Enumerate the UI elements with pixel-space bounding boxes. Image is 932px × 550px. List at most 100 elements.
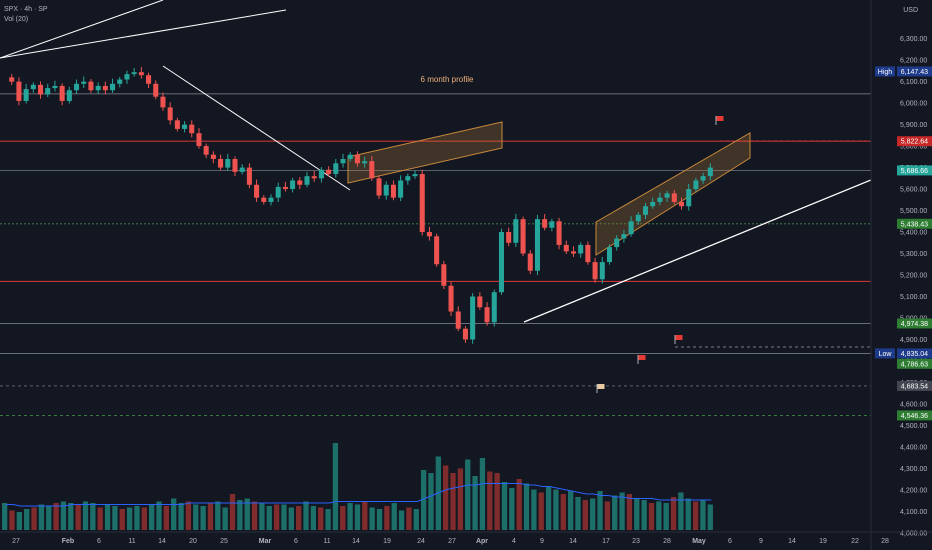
candle-body: [210, 154, 216, 159]
time-tick-label: 9: [759, 538, 763, 545]
volume-bar: [692, 501, 699, 530]
candle-body: [45, 88, 51, 95]
time-tick-label: 11: [323, 538, 330, 545]
volume-bar: [648, 503, 655, 530]
candle-body: [354, 154, 360, 164]
trendline-down: [162, 65, 351, 191]
volume-bar: [193, 504, 199, 530]
candle-body: [275, 186, 281, 198]
flag-marker[interactable]: [638, 355, 646, 360]
candle-body: [426, 232, 432, 237]
volume-bar: [626, 494, 633, 530]
candle-body: [297, 180, 303, 185]
price-tick-label: 4,300.00: [900, 466, 927, 473]
candle-body: [239, 167, 245, 172]
candle-body: [268, 197, 274, 202]
candle-body: [448, 285, 454, 312]
time-tick-label: 4: [512, 538, 516, 545]
candle-body: [405, 176, 411, 181]
price-tag-box: [875, 348, 895, 359]
candle-body: [376, 178, 382, 196]
flag-marker[interactable]: [716, 116, 724, 121]
price-tick-label: 4,600.00: [900, 401, 927, 408]
flag-marker[interactable]: [675, 335, 683, 340]
volume-bar: [46, 506, 52, 530]
candle-body: [484, 307, 490, 323]
volume-bar: [156, 501, 162, 530]
time-tick-label: 24: [417, 538, 425, 545]
volume-ma-line: [5, 483, 712, 507]
volume-bar: [398, 510, 405, 530]
candle-body: [362, 161, 368, 164]
candle-body: [347, 154, 353, 159]
time-tick-label: 25: [220, 538, 228, 545]
volume-bar: [82, 501, 89, 530]
volume-bar: [457, 468, 464, 530]
candle-body: [657, 197, 663, 202]
price-label: 4,835.04: [901, 351, 928, 358]
volume-bar: [273, 504, 280, 530]
volume-bar: [707, 504, 713, 530]
price-tick-label: 4,500.00: [900, 423, 927, 430]
volume-bar: [472, 476, 478, 530]
trendline-upper-2: [0, 9, 287, 59]
candle-body: [261, 197, 267, 202]
price-label: 5,822.64: [901, 139, 928, 146]
volume-bar: [656, 501, 662, 530]
volume-bar: [332, 443, 339, 530]
candle-body: [419, 174, 425, 233]
time-tick-label: 22: [851, 538, 859, 545]
candle-body: [196, 133, 202, 147]
candle-body: [38, 84, 44, 95]
volume-bar: [244, 498, 250, 530]
candle-body: [232, 158, 238, 172]
price-label-box: [897, 136, 932, 147]
price-tick-label: 5,300.00: [900, 251, 927, 258]
candle-body: [160, 96, 166, 108]
volume-bar: [68, 503, 74, 530]
volume-bar: [700, 500, 706, 530]
price-tick-label: 5,400.00: [900, 230, 927, 237]
volume-bar: [516, 479, 522, 530]
volume-bar: [90, 503, 96, 530]
volume-bar: [112, 506, 118, 530]
price-tick-label: 4,900.00: [900, 337, 927, 344]
price-label-box: [897, 66, 932, 77]
candle-body: [369, 161, 375, 179]
candle-body: [599, 262, 605, 280]
candle-body: [498, 232, 504, 293]
price-tick-label: 6,000.00: [900, 101, 927, 108]
price-label: 6,147.43: [901, 69, 928, 76]
volume-bar: [406, 507, 412, 530]
candle-body: [88, 81, 94, 91]
price-label: 4,974.38: [901, 321, 928, 328]
volume-bar: [663, 503, 669, 530]
volume-bar: [126, 507, 133, 530]
time-tick-label: 6: [728, 538, 732, 545]
candle-body: [290, 180, 296, 190]
volume-bar: [641, 500, 647, 530]
time-tick-label: May: [692, 538, 706, 545]
candle-body: [146, 75, 152, 84]
candle-body: [225, 158, 231, 168]
candle-body: [138, 72, 144, 76]
volume-bar: [200, 506, 206, 530]
flag-marker[interactable]: [597, 384, 605, 389]
time-tick-label: 14: [788, 538, 796, 545]
price-tick-label: 5,200.00: [900, 273, 927, 280]
price-label-box: [897, 218, 932, 229]
time-tick-label: 19: [819, 538, 827, 545]
time-tick-label: 14: [158, 538, 166, 545]
candle-body: [470, 296, 476, 340]
candle-body: [707, 167, 713, 177]
time-tick-label: 17: [602, 538, 610, 545]
volume-bar: [634, 498, 640, 530]
time-tick-label: 6: [294, 538, 298, 545]
trendline-support: [523, 170, 894, 323]
candle-body: [621, 234, 627, 239]
volume-bar: [266, 506, 272, 530]
volume-bar: [288, 507, 294, 530]
candle-body: [326, 169, 332, 175]
volume-bar: [494, 473, 500, 530]
